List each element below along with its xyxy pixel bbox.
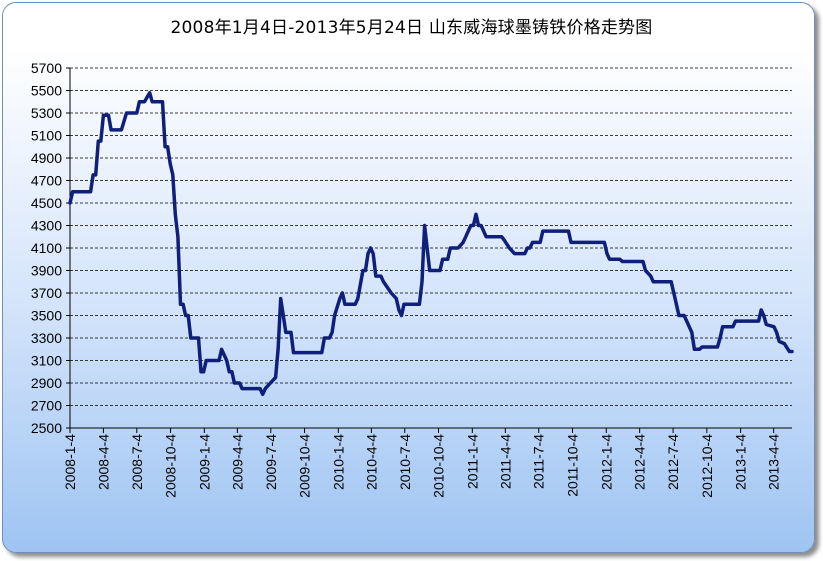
y-tick-label: 2900: [31, 375, 62, 391]
x-tick-label: 2008-7-4: [129, 434, 145, 490]
y-tick-label: 4500: [31, 195, 62, 211]
x-tick-label: 2008-4-4: [95, 434, 111, 490]
y-tick-label: 2700: [31, 398, 62, 414]
chart-frame: [2, 2, 815, 553]
y-tick-label: 5300: [31, 105, 62, 121]
x-tick-label: 2011-10-4: [565, 434, 581, 497]
y-tick-label: 3900: [31, 263, 62, 279]
y-tick-label: 3300: [31, 330, 62, 346]
x-tick-label: 2010-10-4: [431, 434, 447, 498]
gridlines: [70, 67, 792, 406]
y-tick-label: 3100: [31, 353, 62, 369]
y-tick-labels: 5700 5500 5300 5100 4900 4700 4500 4300 4100 3900…: [31, 60, 70, 436]
y-tick-label: 4300: [31, 218, 62, 234]
y-tick-label: 4900: [31, 150, 62, 166]
x-tick-label: 2013-4-4: [766, 434, 782, 490]
y-tick-label: 5700: [31, 60, 62, 76]
x-tick-label: 2012-7-4: [665, 434, 681, 490]
y-tick-label: 5100: [31, 128, 62, 144]
x-tick-label: 2010-4-4: [363, 434, 379, 490]
y-tick-label: 2500: [31, 420, 62, 436]
x-tick-label: 2010-7-4: [397, 434, 413, 490]
x-tick-label: 2012-10-4: [699, 434, 715, 498]
x-tick-label: 2009-4-4: [229, 434, 245, 490]
x-tick-label: 2011-7-4: [531, 434, 547, 489]
x-tick-label: 2011-1-4: [464, 434, 480, 489]
x-tick-label: 2013-1-4: [733, 434, 749, 490]
x-tick-label: 2012-4-4: [632, 434, 648, 490]
y-tick-label: 5500: [31, 83, 62, 99]
y-tick-label: 3500: [31, 308, 62, 324]
x-tick-label: 2009-10-4: [297, 434, 313, 498]
x-tick-label: 2012-1-4: [598, 434, 614, 490]
x-tick-label: 2011-4-4: [497, 434, 513, 489]
y-tick-label: 4100: [31, 240, 62, 256]
chart-title: 2008年1月4日-2013年5月24日 山东威海球墨铸铁价格走势图: [170, 18, 653, 38]
x-tick-labels: 2008-1-4 2008-4-4 2008-7-4 2008-10-4 2009-1-…: [62, 428, 782, 498]
price-series-line: [68, 91, 794, 397]
x-tick-label: 2008-10-4: [163, 434, 179, 498]
y-tick-label: 3700: [31, 285, 62, 301]
x-tick-label: 2009-1-4: [196, 434, 212, 490]
x-tick-label: 2009-7-4: [263, 434, 279, 490]
x-tick-label: 2010-1-4: [330, 434, 346, 490]
x-tick-label: 2008-1-4: [62, 434, 78, 490]
y-tick-label: 4700: [31, 173, 62, 189]
